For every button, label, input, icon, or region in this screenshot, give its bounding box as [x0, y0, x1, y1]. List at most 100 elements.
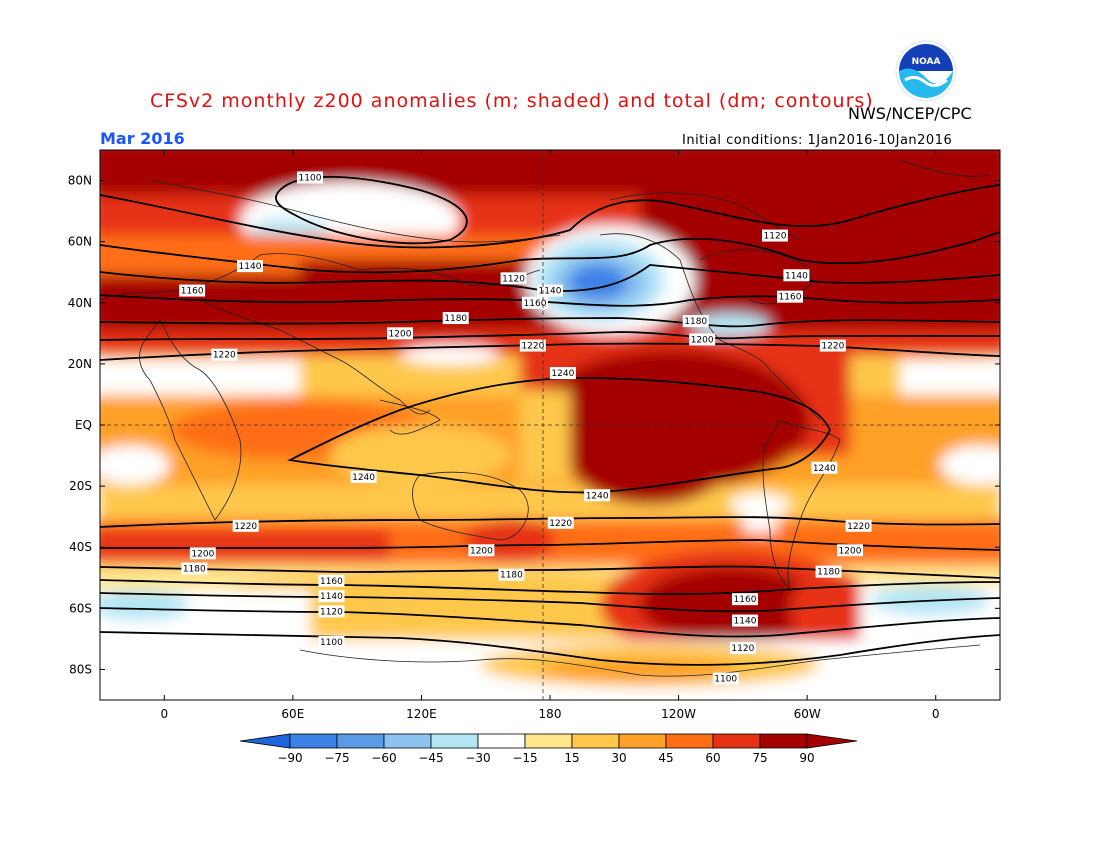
- contour-label: 1160: [318, 574, 345, 587]
- contour-label: 1180: [498, 568, 525, 581]
- svg-text:1100: 1100: [299, 174, 322, 184]
- svg-text:1220: 1220: [234, 522, 257, 532]
- lat-label: 20S: [69, 479, 92, 493]
- contour-label: 1140: [537, 284, 563, 297]
- height-contours: [100, 175, 1000, 666]
- colorbar-box: [289, 733, 338, 749]
- colorbar-box: [665, 733, 714, 749]
- contour-label: 1220: [519, 339, 546, 352]
- initial-conditions: Initial conditions: 1Jan2016-10Jan2016: [682, 133, 953, 148]
- contour-label: 1180: [181, 562, 208, 575]
- contour-label: 1160: [777, 290, 803, 303]
- colorbar-box: [618, 733, 667, 749]
- contour-label: 1220: [211, 348, 238, 361]
- colorbar-box: [712, 733, 761, 749]
- contour-label: 1180: [815, 565, 842, 578]
- colorbar-label: 30: [611, 751, 626, 765]
- noaa-logo-icon: NOAA: [895, 40, 957, 102]
- contour-label: 1200: [189, 547, 216, 560]
- svg-text:1200: 1200: [691, 335, 714, 345]
- svg-text:1120: 1120: [731, 644, 754, 654]
- colorbar-high-arrow: [806, 733, 858, 749]
- svg-text:1160: 1160: [181, 287, 204, 297]
- colorbar-box: [759, 733, 808, 749]
- contour-label: 1160: [732, 593, 758, 606]
- svg-text:1140: 1140: [734, 617, 757, 627]
- colorbar-label: −60: [371, 751, 396, 765]
- svg-text:1180: 1180: [444, 314, 467, 324]
- contour-label: 1200: [387, 327, 413, 340]
- latitude-axis: 80N 60N 40N 20N EQ 20S 40S 60S 80S: [68, 174, 1000, 676]
- svg-text:1240: 1240: [813, 464, 836, 474]
- svg-text:1180: 1180: [817, 568, 840, 578]
- lon-label: 60W: [794, 707, 821, 721]
- contour-label: 1120: [729, 642, 756, 655]
- colorbar: −90 −75 −60 −45 −30 −15 15 30 45 60 75 90: [239, 733, 858, 765]
- contour-label: 1140: [318, 590, 345, 603]
- svg-text:1200: 1200: [839, 546, 862, 556]
- svg-text:1160: 1160: [524, 299, 547, 309]
- svg-text:1200: 1200: [389, 329, 412, 339]
- contour-label: 1140: [783, 269, 810, 282]
- contour-label: 1220: [845, 519, 872, 532]
- colorbar-label: 60: [705, 751, 720, 765]
- svg-text:1200: 1200: [191, 549, 214, 559]
- svg-text:1100: 1100: [714, 675, 737, 685]
- contour-label: 1120: [318, 605, 345, 618]
- lon-label: 180: [539, 707, 562, 721]
- svg-text:1200: 1200: [470, 546, 493, 556]
- svg-text:1240: 1240: [352, 473, 375, 483]
- svg-text:1140: 1140: [539, 287, 562, 297]
- colorbar-box: [524, 733, 573, 749]
- colorbar-label: 45: [658, 751, 673, 765]
- svg-text:1140: 1140: [320, 592, 343, 602]
- contour-label: 1240: [584, 489, 611, 502]
- svg-text:1160: 1160: [320, 577, 343, 587]
- lat-label: 60N: [68, 235, 92, 249]
- svg-text:1140: 1140: [239, 262, 262, 272]
- lon-label: 120E: [406, 707, 437, 721]
- contour-label: 1180: [682, 315, 709, 328]
- colorbar-box: [477, 733, 526, 749]
- svg-text:1180: 1180: [500, 571, 523, 581]
- lon-label: 120W: [661, 707, 696, 721]
- svg-text:1120: 1120: [320, 607, 343, 617]
- contour-label: 1160: [179, 284, 206, 297]
- colorbar-box: [571, 733, 620, 749]
- contour-label: 1140: [732, 614, 758, 627]
- colorbar-label: −45: [418, 751, 443, 765]
- contour-label: 1220: [819, 339, 846, 352]
- colorbar-label: −75: [324, 751, 349, 765]
- contour-label: 1120: [500, 272, 527, 285]
- contour-label: 1200: [837, 544, 863, 557]
- contour-label: 1140: [237, 260, 263, 273]
- lat-label: 80N: [68, 174, 92, 188]
- colorbar-label: −90: [277, 751, 302, 765]
- lat-label: 60S: [69, 601, 92, 615]
- colorbar-label: −30: [465, 751, 490, 765]
- contour-label: 1220: [547, 516, 574, 529]
- colorbar-box: [383, 733, 432, 749]
- svg-text:1220: 1220: [521, 342, 544, 352]
- contour-label: 1100: [297, 171, 323, 184]
- lat-label: 80S: [69, 662, 92, 676]
- contour-label: 1100: [712, 672, 739, 685]
- contour-label: 1240: [549, 367, 576, 380]
- contour-label: 1240: [350, 470, 377, 483]
- svg-text:1180: 1180: [684, 317, 707, 327]
- colorbar-box: [430, 733, 479, 749]
- contour-label: 1100: [318, 635, 345, 648]
- svg-text:1220: 1220: [549, 519, 572, 529]
- svg-text:1180: 1180: [183, 565, 206, 575]
- svg-text:1240: 1240: [586, 491, 609, 501]
- colorbar-label: 15: [564, 751, 579, 765]
- colorbar-label: 75: [752, 751, 767, 765]
- contour-label: 1200: [468, 544, 495, 557]
- lon-label: 0: [932, 707, 940, 721]
- chart-title: CFSv2 monthly z200 anomalies (m; shaded)…: [150, 90, 874, 112]
- svg-text:1220: 1220: [847, 522, 870, 532]
- svg-text:1120: 1120: [764, 232, 787, 242]
- contour-label: 1200: [689, 333, 716, 346]
- colorbar-label: 90: [799, 751, 814, 765]
